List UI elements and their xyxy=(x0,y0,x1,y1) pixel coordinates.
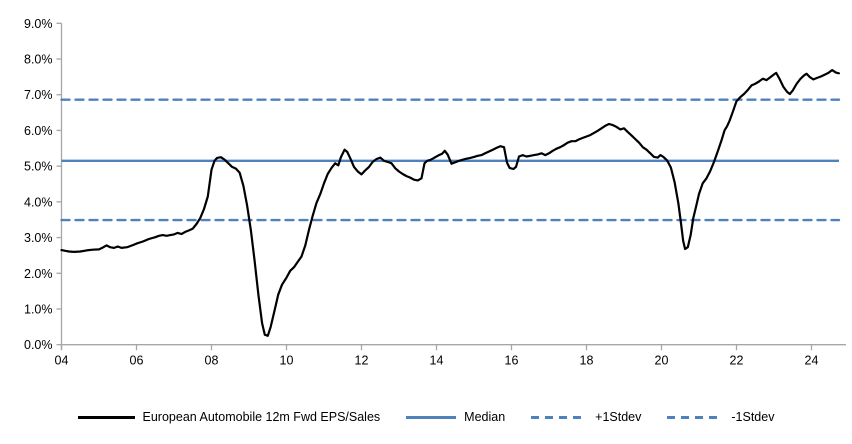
eps-sales-series-line xyxy=(60,68,841,337)
series-line-swatch xyxy=(77,415,135,419)
svg-text:8.0%: 8.0% xyxy=(24,53,53,67)
svg-text:7.0%: 7.0% xyxy=(24,88,53,102)
legend: European Automobile 12m Fwd EPS/Sales Me… xyxy=(0,402,852,432)
y-axis: 0.0% 1.0% 2.0% 3.0% 4.0% 5.0% 6.0% 7.0% 8.0% 9.0% xyxy=(24,17,63,352)
svg-text:08: 08 xyxy=(205,354,219,368)
svg-text:10: 10 xyxy=(280,354,294,368)
svg-text:18: 18 xyxy=(580,354,594,368)
plus1stdev-line-swatch xyxy=(531,415,588,419)
legend-label-median: Median xyxy=(464,410,506,424)
legend-label-series: European Automobile 12m Fwd EPS/Sales xyxy=(142,410,381,424)
legend-item-median: Median xyxy=(406,410,505,424)
svg-text:0.0%: 0.0% xyxy=(24,338,53,352)
svg-text:22: 22 xyxy=(730,354,744,368)
x-axis: 04 06 08 10 12 14 16 18 20 22 24 xyxy=(55,344,846,368)
svg-text:14: 14 xyxy=(430,354,444,368)
legend-item-minus1stdev: -1Stdev xyxy=(667,410,774,424)
svg-text:2.0%: 2.0% xyxy=(24,267,53,281)
legend-label-minus1stdev: -1Stdev xyxy=(731,410,775,424)
svg-text:5.0%: 5.0% xyxy=(24,160,53,174)
svg-text:3.0%: 3.0% xyxy=(24,231,53,245)
svg-text:24: 24 xyxy=(805,354,819,368)
svg-text:4.0%: 4.0% xyxy=(24,195,53,209)
svg-text:9.0%: 9.0% xyxy=(24,17,53,31)
svg-text:1.0%: 1.0% xyxy=(24,302,53,316)
legend-label-plus1stdev: +1Stdev xyxy=(595,410,642,424)
svg-text:04: 04 xyxy=(55,354,69,368)
legend-item-series: European Automobile 12m Fwd EPS/Sales xyxy=(77,410,381,424)
svg-text:16: 16 xyxy=(505,354,519,368)
svg-text:12: 12 xyxy=(355,354,369,368)
svg-text:06: 06 xyxy=(130,354,144,368)
svg-text:6.0%: 6.0% xyxy=(24,124,53,138)
legend-item-plus1stdev: +1Stdev xyxy=(531,410,641,424)
chart-svg: 0.0% 1.0% 2.0% 3.0% 4.0% 5.0% 6.0% 7.0% 8.0% 9.0%… xyxy=(24,17,846,368)
svg-text:20: 20 xyxy=(655,354,669,368)
median-line-swatch xyxy=(406,415,457,419)
minus1stdev-line-swatch xyxy=(667,415,724,419)
